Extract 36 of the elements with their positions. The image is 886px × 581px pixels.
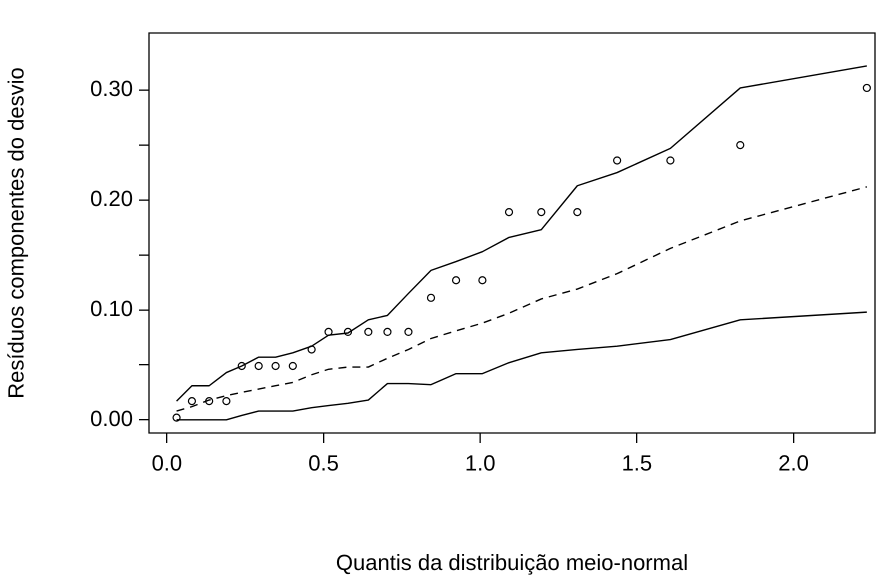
- point: [862, 84, 871, 92]
- point: [504, 208, 514, 216]
- y-tick-label: 0.00: [90, 406, 133, 431]
- point: [172, 414, 181, 422]
- point: [308, 345, 316, 354]
- point: [254, 362, 263, 370]
- point: [324, 328, 333, 336]
- y-axis-title: Resíduos componentes do desvio: [3, 67, 28, 399]
- point: [238, 362, 246, 370]
- point: [478, 276, 486, 284]
- x-axis-title: Quantis da distribuição meio-normal: [336, 550, 688, 575]
- x-tick-label: 1.5: [622, 450, 652, 476]
- point: [404, 328, 413, 336]
- y-tick-label: 0.30: [90, 76, 133, 102]
- point: [736, 140, 744, 150]
- point: [537, 208, 546, 216]
- point: [573, 208, 582, 216]
- x-tick-label: 2.0: [778, 450, 809, 476]
- point: [666, 156, 674, 165]
- point: [188, 397, 196, 406]
- point: [452, 276, 460, 284]
- point: [271, 362, 280, 370]
- point: [344, 328, 352, 336]
- line-series: [176, 186, 868, 412]
- point: [288, 362, 297, 370]
- point: [426, 294, 436, 302]
- point: [364, 328, 372, 336]
- point: [222, 397, 230, 406]
- y-tick-label: 0.20: [90, 186, 133, 212]
- point: [205, 397, 214, 406]
- x-tick-label: 0.5: [308, 450, 339, 476]
- point: [613, 156, 622, 165]
- point: [383, 328, 392, 336]
- x-tick-label: 0.0: [152, 450, 182, 476]
- y-tick-label: 0.10: [90, 296, 133, 321]
- x-tick-label: 1.0: [464, 450, 496, 476]
